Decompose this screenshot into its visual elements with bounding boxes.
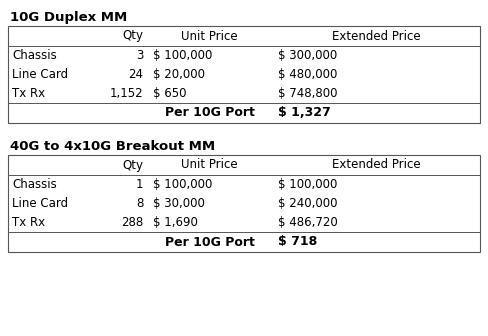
Text: Tx Rx: Tx Rx [12,87,45,100]
Text: $ 30,000: $ 30,000 [153,197,205,210]
Text: Chassis: Chassis [12,49,57,62]
Text: Line Card: Line Card [12,197,68,210]
Text: Per 10G Port: Per 10G Port [165,236,255,249]
Text: 3: 3 [136,49,143,62]
Text: Unit Price: Unit Price [182,30,238,42]
Text: 10G Duplex MM: 10G Duplex MM [10,10,127,24]
Text: $ 718: $ 718 [278,236,318,249]
Text: $ 1,327: $ 1,327 [278,107,331,120]
Text: $ 100,000: $ 100,000 [278,178,338,191]
Text: 288: 288 [121,216,143,229]
Text: $ 100,000: $ 100,000 [153,49,213,62]
Text: Per 10G Port: Per 10G Port [165,107,255,120]
Text: $ 1,690: $ 1,690 [153,216,198,229]
Text: $ 650: $ 650 [153,87,187,100]
Text: 1,152: 1,152 [110,87,143,100]
Text: 1: 1 [136,178,143,191]
Text: $ 300,000: $ 300,000 [278,49,338,62]
Text: $ 20,000: $ 20,000 [153,68,205,81]
Text: Extended Price: Extended Price [332,159,421,171]
Text: $ 480,000: $ 480,000 [278,68,338,81]
Text: Chassis: Chassis [12,178,57,191]
Bar [8,155,480,252]
Text: $ 100,000: $ 100,000 [153,178,213,191]
Text: Qty: Qty [122,30,143,42]
Text: Extended Price: Extended Price [332,30,421,42]
Text: Line Card: Line Card [12,68,68,81]
Bar [8,26,480,123]
Text: $ 486,720: $ 486,720 [278,216,338,229]
Text: 8: 8 [136,197,143,210]
Text: $ 748,800: $ 748,800 [278,87,338,100]
Text: Qty: Qty [122,159,143,171]
Text: $ 240,000: $ 240,000 [278,197,338,210]
Text: 40G to 4x10G Breakout MM: 40G to 4x10G Breakout MM [10,139,215,153]
Text: Tx Rx: Tx Rx [12,216,45,229]
Text: Unit Price: Unit Price [182,159,238,171]
Text: 24: 24 [128,68,143,81]
